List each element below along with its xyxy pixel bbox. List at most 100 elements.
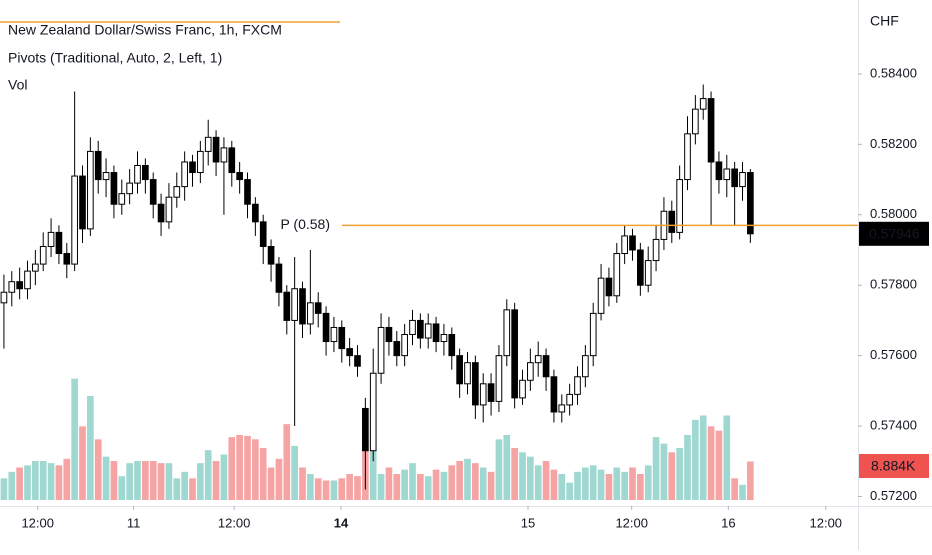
candle-body bbox=[550, 376, 558, 413]
candle-body bbox=[102, 172, 110, 181]
volume-bar bbox=[534, 465, 542, 500]
volume-bar bbox=[377, 474, 385, 500]
candle-body bbox=[55, 231, 63, 255]
indicator-label: Vol bbox=[8, 77, 27, 93]
candle-body bbox=[503, 309, 511, 357]
volume-bar bbox=[684, 435, 691, 500]
y-tick-label: 0.57400 bbox=[870, 417, 917, 432]
volume-bar bbox=[24, 465, 31, 500]
volume-bar bbox=[511, 448, 518, 500]
volume-bar bbox=[699, 415, 707, 500]
volume-bar bbox=[644, 465, 652, 500]
volume-bar bbox=[692, 419, 699, 500]
volume-bar bbox=[0, 478, 8, 500]
candle-body bbox=[346, 348, 353, 357]
candle-body bbox=[354, 355, 361, 367]
candle-body bbox=[393, 341, 401, 357]
x-tick-label: 12:00 bbox=[810, 515, 843, 530]
volume-bar bbox=[731, 478, 738, 500]
volume-bar bbox=[165, 463, 173, 500]
x-tick-label: 16 bbox=[721, 515, 735, 530]
candle-body bbox=[605, 277, 613, 297]
candle-body bbox=[409, 319, 416, 336]
candle-body bbox=[314, 302, 322, 314]
x-tick-label: 12:00 bbox=[218, 515, 251, 530]
candle-body bbox=[134, 164, 141, 184]
candle-body bbox=[330, 326, 338, 343]
volume-bar bbox=[597, 469, 605, 500]
candle-body bbox=[291, 288, 298, 321]
volume-bar bbox=[574, 471, 581, 500]
candle-body bbox=[307, 302, 314, 325]
candle-body bbox=[668, 210, 676, 233]
volume-bar bbox=[79, 426, 86, 500]
volume-bar bbox=[385, 467, 393, 500]
candle-body bbox=[527, 362, 534, 381]
volume-bar bbox=[417, 474, 424, 500]
volume-bar bbox=[236, 435, 243, 500]
candle-body bbox=[511, 309, 518, 399]
pivot-label: P (0.58) bbox=[280, 216, 330, 232]
candle-body bbox=[338, 326, 346, 350]
candle-body bbox=[377, 326, 385, 374]
candle-body bbox=[440, 334, 448, 343]
volume-bar bbox=[55, 465, 63, 500]
volume-bar bbox=[393, 474, 401, 500]
volume-bar bbox=[330, 480, 338, 500]
candle-body bbox=[464, 362, 471, 385]
volume-bar bbox=[16, 467, 23, 500]
candle-body bbox=[236, 172, 243, 181]
volume-bar bbox=[629, 467, 636, 500]
candle-body bbox=[197, 150, 204, 174]
volume-bar bbox=[204, 450, 212, 500]
candle-body bbox=[16, 281, 23, 290]
volume-bar bbox=[267, 467, 275, 500]
volume-bar bbox=[409, 463, 416, 500]
candle-body bbox=[110, 172, 118, 205]
candle-body bbox=[589, 312, 597, 357]
x-tick-label: 12:00 bbox=[21, 515, 54, 530]
volume-bar bbox=[338, 478, 346, 500]
candle-body bbox=[299, 288, 306, 325]
volume-bar bbox=[244, 435, 251, 500]
y-tick-label: 0.57200 bbox=[870, 488, 917, 503]
candle-body bbox=[676, 179, 683, 233]
volume-bar bbox=[118, 476, 126, 500]
candle-body bbox=[424, 323, 432, 339]
last-price-label: 0.57946 bbox=[869, 226, 920, 242]
volume-bar bbox=[126, 463, 133, 500]
x-tick-label: 12:00 bbox=[615, 515, 648, 530]
volume-bar bbox=[322, 480, 330, 500]
candle-body bbox=[32, 263, 39, 272]
volume-bar bbox=[637, 474, 644, 500]
volume-bar bbox=[676, 448, 683, 500]
candle-body bbox=[747, 172, 754, 235]
candle-body bbox=[118, 193, 126, 205]
volume-bar bbox=[582, 467, 589, 500]
last-volume-label: 8.884K bbox=[871, 458, 916, 474]
volume-bar bbox=[63, 458, 71, 500]
volume-bar bbox=[212, 461, 220, 500]
candle-body bbox=[739, 172, 746, 188]
volume-bar bbox=[527, 456, 534, 500]
volume-bar bbox=[94, 439, 102, 500]
candle-body bbox=[558, 404, 566, 413]
volume-bar bbox=[550, 469, 558, 500]
volume-bar bbox=[314, 478, 322, 500]
volume-bar bbox=[307, 474, 314, 500]
volume-bar bbox=[605, 474, 613, 500]
volume-bar bbox=[189, 478, 196, 500]
volume-bar bbox=[39, 461, 47, 500]
volume-bar bbox=[440, 471, 448, 500]
volume-bar bbox=[346, 474, 353, 500]
volume-bar bbox=[432, 469, 440, 500]
x-tick-label: 11 bbox=[127, 515, 141, 530]
candle-body bbox=[448, 334, 456, 357]
candle-body bbox=[613, 253, 621, 297]
volume-bar bbox=[652, 437, 660, 500]
candle-body bbox=[39, 245, 47, 265]
volume-bar bbox=[715, 430, 723, 500]
volume-bar bbox=[456, 461, 463, 500]
